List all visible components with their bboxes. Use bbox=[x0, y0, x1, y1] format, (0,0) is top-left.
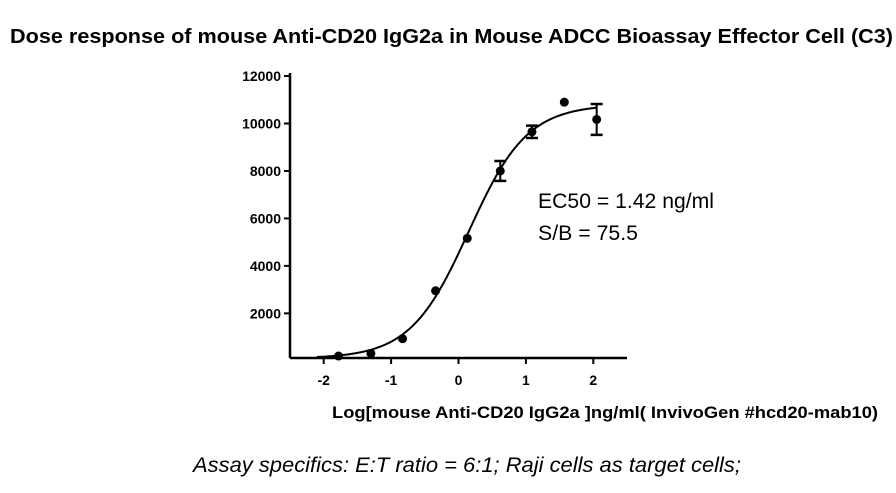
x-tick-label: 0 bbox=[455, 372, 463, 388]
fit-curve-group bbox=[316, 106, 597, 358]
y-tick-label: 8000 bbox=[250, 163, 281, 179]
x-tick-label: -2 bbox=[317, 372, 330, 388]
y-tick-label: 4000 bbox=[250, 258, 281, 274]
data-point bbox=[431, 286, 441, 296]
x-axis-label: Log[mouse Anti-CD20 IgG2a ]ng/ml( Invivo… bbox=[332, 403, 878, 422]
ec50-annotation: EC50 = 1.42 ng/ml bbox=[538, 190, 714, 213]
y-tick-label: 12000 bbox=[242, 68, 281, 84]
footnote: Assay specifics: E:T ratio = 6:1; Raji c… bbox=[191, 454, 741, 477]
x-tick-label: 1 bbox=[522, 372, 530, 388]
fit-curve bbox=[316, 106, 597, 358]
data-point bbox=[366, 348, 376, 358]
axes: 2000 4000 6000 8000 10000 12000 -2 -1 0 1 2 bbox=[242, 68, 627, 388]
y-tick-label: 2000 bbox=[250, 305, 281, 321]
data-point bbox=[559, 97, 569, 107]
data-point bbox=[495, 166, 505, 176]
data-point bbox=[527, 127, 537, 137]
data-points bbox=[334, 97, 603, 361]
data-point bbox=[334, 351, 344, 361]
x-tick-label: 2 bbox=[589, 372, 597, 388]
chart-title: Dose response of mouse Anti-CD20 IgG2a i… bbox=[10, 26, 893, 48]
data-point bbox=[592, 114, 602, 124]
data-point bbox=[462, 233, 472, 243]
x-tick-label: -1 bbox=[385, 372, 398, 388]
y-tick-label: 10000 bbox=[242, 116, 281, 132]
y-tick-label: 6000 bbox=[250, 210, 281, 226]
sb-annotation: S/B = 75.5 bbox=[538, 222, 638, 245]
data-point bbox=[398, 334, 408, 344]
